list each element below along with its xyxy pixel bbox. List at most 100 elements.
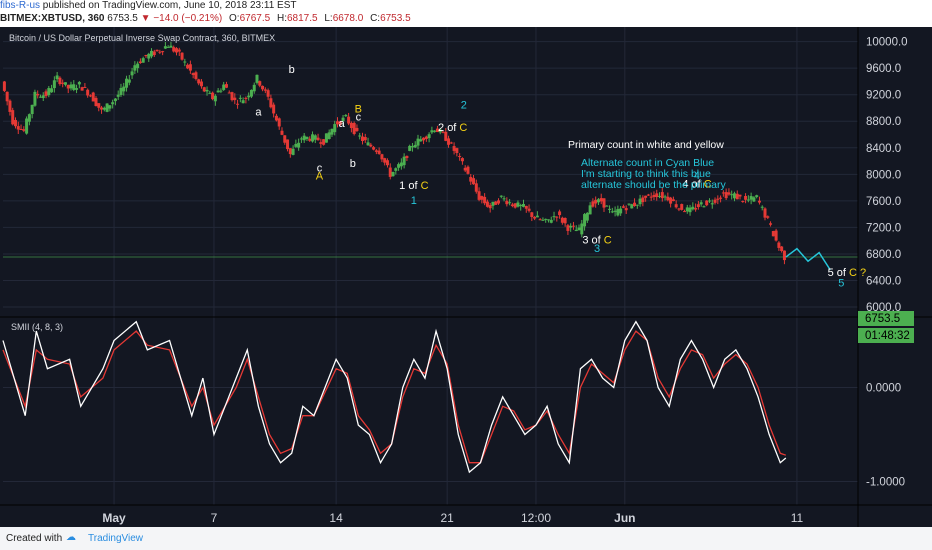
candle-body xyxy=(244,97,248,99)
candle-body xyxy=(169,45,173,48)
wave-label: 5 xyxy=(838,277,844,289)
candle-body xyxy=(710,203,714,205)
candle-body xyxy=(424,136,428,139)
wave-label: 5 of C ? xyxy=(828,267,867,279)
candle-body xyxy=(122,86,126,92)
candle-body xyxy=(519,205,523,207)
note-alternate: Alternate count in Cyan Blue xyxy=(581,157,714,169)
candle-body xyxy=(766,216,770,218)
candle-body xyxy=(394,168,398,171)
candle-body xyxy=(555,216,559,218)
candle-body xyxy=(333,124,337,133)
down-arrow-icon: ▼ xyxy=(140,13,151,24)
time-axis[interactable]: May 7 14 21 12:00 Jun 11 xyxy=(102,511,803,525)
candle-body xyxy=(44,91,48,96)
candle-body xyxy=(635,204,639,206)
candle-body xyxy=(316,137,320,141)
candle-body xyxy=(27,114,31,122)
candle-body xyxy=(613,210,617,212)
price-tick-label: 8800.0 xyxy=(866,116,901,128)
candle-body xyxy=(136,63,140,69)
candle-body xyxy=(677,208,681,210)
indicator-axis: -1.0000 0.0000 xyxy=(866,383,905,489)
candle-body xyxy=(208,92,212,94)
candle-body xyxy=(683,211,687,213)
candle-body xyxy=(633,202,637,207)
candle-body xyxy=(238,97,242,99)
candle-body xyxy=(780,246,784,252)
candle-body xyxy=(377,150,381,154)
time-tick-label: 11 xyxy=(791,511,804,525)
candle-body xyxy=(38,96,42,98)
candle-body xyxy=(530,212,534,217)
wave-label: 1 xyxy=(411,195,417,207)
candle-body xyxy=(360,136,364,141)
candle-body xyxy=(138,61,142,64)
note-primary-switch: alternate should be the primary xyxy=(581,179,726,191)
price-axis[interactable]: 6000.06400.06800.07200.07600.08000.08400… xyxy=(866,37,908,314)
candle-body xyxy=(652,194,656,197)
candle-body xyxy=(102,107,106,110)
candle-body xyxy=(746,199,750,201)
candle-body xyxy=(485,201,489,207)
candle-body xyxy=(302,135,306,141)
countdown-label: 01:48:32 xyxy=(865,330,910,342)
candle-body xyxy=(477,191,481,200)
candle-body xyxy=(527,208,531,211)
candle-body xyxy=(713,199,717,203)
candle-body xyxy=(369,144,373,147)
candle-body xyxy=(399,162,403,167)
candle-body xyxy=(688,207,692,213)
candle-body xyxy=(327,132,331,139)
projection-path xyxy=(785,247,831,271)
candle-body xyxy=(441,131,445,133)
candle-body xyxy=(127,79,131,83)
candle-body xyxy=(566,225,570,231)
price-tick-label: 6400.0 xyxy=(866,276,901,288)
candle-body xyxy=(66,84,70,89)
candle-body xyxy=(774,230,778,241)
candle-body xyxy=(463,167,467,171)
tradingview-link[interactable]: TradingView xyxy=(88,533,144,544)
candle-body xyxy=(291,148,295,155)
candle-body xyxy=(116,94,120,97)
candle-body xyxy=(55,75,59,80)
current-price-label: 6753.5 xyxy=(865,313,900,325)
smi-line xyxy=(2,320,787,474)
footer: Created with ☁ TradingView xyxy=(0,527,932,550)
candle-body xyxy=(419,139,423,142)
candle-body xyxy=(544,218,548,220)
candle-body xyxy=(194,72,198,79)
candle-body xyxy=(324,133,328,143)
price-tick-label: 9200.0 xyxy=(866,90,901,102)
candle-body xyxy=(624,208,628,211)
candle-body xyxy=(105,103,109,112)
candle-body xyxy=(782,250,786,261)
candle-body xyxy=(297,142,301,148)
candle-body xyxy=(133,65,137,71)
candle-body xyxy=(233,97,237,101)
candle-body xyxy=(491,201,495,206)
low-value: 6678.0 xyxy=(332,13,364,24)
symbol-name: BITMEX:XBTUSD, 360 xyxy=(0,13,105,24)
wave-label: 4 xyxy=(694,170,700,182)
candle-body xyxy=(305,136,309,139)
candle-body xyxy=(205,89,209,92)
candle-body xyxy=(685,207,689,212)
candle-body xyxy=(696,204,700,208)
indicator-tick-label: -1.0000 xyxy=(866,477,905,489)
candle-body xyxy=(75,88,79,90)
indicator-tick-label: 0.0000 xyxy=(866,383,901,395)
candle-body xyxy=(391,171,395,177)
last-price: 6753.5 xyxy=(107,13,138,24)
candle-body xyxy=(433,130,437,132)
wave-label: a xyxy=(255,106,262,118)
candle-body xyxy=(427,134,431,139)
candle-body xyxy=(266,90,270,97)
chart[interactable]: 6000.06400.06800.07200.07600.08000.08400… xyxy=(0,27,932,527)
symbol-info: BITMEX:XBTUSD, 360 6753.5 ▼ −14.0 (−0.21… xyxy=(0,13,932,27)
author-link[interactable]: fibs-R-us xyxy=(0,0,41,11)
candle-body xyxy=(621,206,625,208)
candle-body xyxy=(669,197,673,204)
candle-body xyxy=(608,208,612,210)
